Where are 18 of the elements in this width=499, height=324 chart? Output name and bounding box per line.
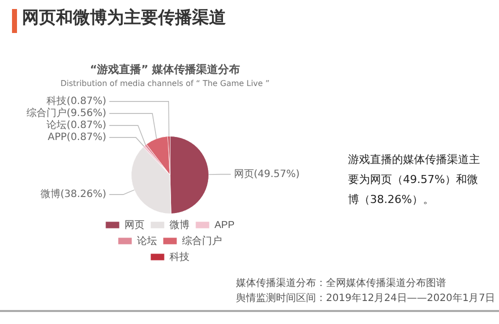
text: 游戏直播的媒体传播渠道主要为网页（49.57%）和微博（38.26%）。: [348, 152, 481, 208]
category-label: 综合门户(9.56%): [26, 108, 106, 120]
legend-label: APP: [214, 220, 235, 231]
text: 媒体传播渠道分布：全网媒体传播渠道分布图谱: [236, 276, 446, 290]
text: 网页和微博为主要传播渠道: [22, 7, 226, 29]
category-label: 论坛(0.87%): [46, 120, 106, 132]
chart-subtitle: Distribution of media channels of “ The Game Live ”: [59, 79, 271, 88]
category-label: 科技(0.87%): [46, 96, 106, 108]
text: 舆情监测时间区间：2019年12月24日——2020年1月7日: [236, 292, 496, 305]
category-label: APP(0.87%): [48, 132, 106, 144]
legend-label: 论坛: [137, 234, 157, 247]
category-label: 微博(38.26%): [40, 189, 106, 200]
legend-label: 科技: [170, 250, 190, 263]
legend-label: 综合门户: [182, 234, 222, 247]
legend-label: 微博: [169, 218, 190, 231]
legend-label: 网页: [124, 220, 144, 231]
chart-title: “游戏直播” 媒体传播渠道分布: [88, 62, 242, 77]
category-label: 网页(49.57%): [234, 168, 300, 180]
